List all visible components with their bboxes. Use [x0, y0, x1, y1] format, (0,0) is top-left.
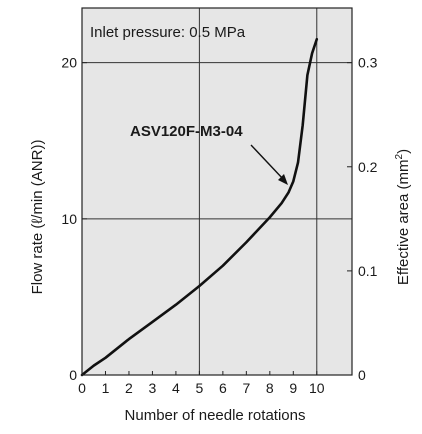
- y-right-axis-title-base: Effective area (mm: [395, 159, 412, 285]
- x-tick-label: 10: [309, 380, 325, 396]
- y-right-tick-label: 0.1: [358, 263, 378, 279]
- y-right-tick-label: 0.3: [358, 55, 378, 71]
- x-tick-label: 8: [266, 380, 274, 396]
- x-tick-label: 1: [102, 380, 110, 396]
- x-tick-label: 7: [242, 380, 250, 396]
- y-right-tick-label: 0.2: [358, 159, 378, 175]
- series-label-arrowhead: [278, 174, 288, 185]
- plot-area: [82, 8, 352, 375]
- y-right-tick-label: 0: [358, 367, 366, 383]
- annotation-inlet-pressure: Inlet pressure: 0.5 MPa: [90, 24, 246, 41]
- y-right-axis-title-sup: 2: [394, 153, 405, 159]
- y-left-tick-label: 0: [69, 367, 77, 383]
- series-label: ASV120F-M3-04: [130, 123, 243, 140]
- y-left-tick-label: 20: [61, 55, 77, 71]
- y-left-tick-label: 10: [61, 211, 77, 227]
- x-tick-label: 0: [78, 380, 86, 396]
- x-tick-label: 4: [172, 380, 180, 396]
- x-tick-label: 2: [125, 380, 133, 396]
- x-tick-label: 9: [289, 380, 297, 396]
- series-line: [80, 37, 319, 377]
- plot-frame: [81, 7, 353, 376]
- y-right-axis-title-close: ): [395, 149, 412, 154]
- x-axis-title: Number of needle rotations: [125, 407, 306, 424]
- x-tick-label: 5: [195, 380, 203, 396]
- x-tick-label: 6: [219, 380, 227, 396]
- y-right-axis-title: Effective area (mm2): [394, 149, 412, 285]
- series-label-leader: [250, 144, 285, 181]
- y-left-axis-title: Flow rate (ℓ/min (ANR)): [29, 140, 46, 295]
- x-tick-label: 3: [149, 380, 157, 396]
